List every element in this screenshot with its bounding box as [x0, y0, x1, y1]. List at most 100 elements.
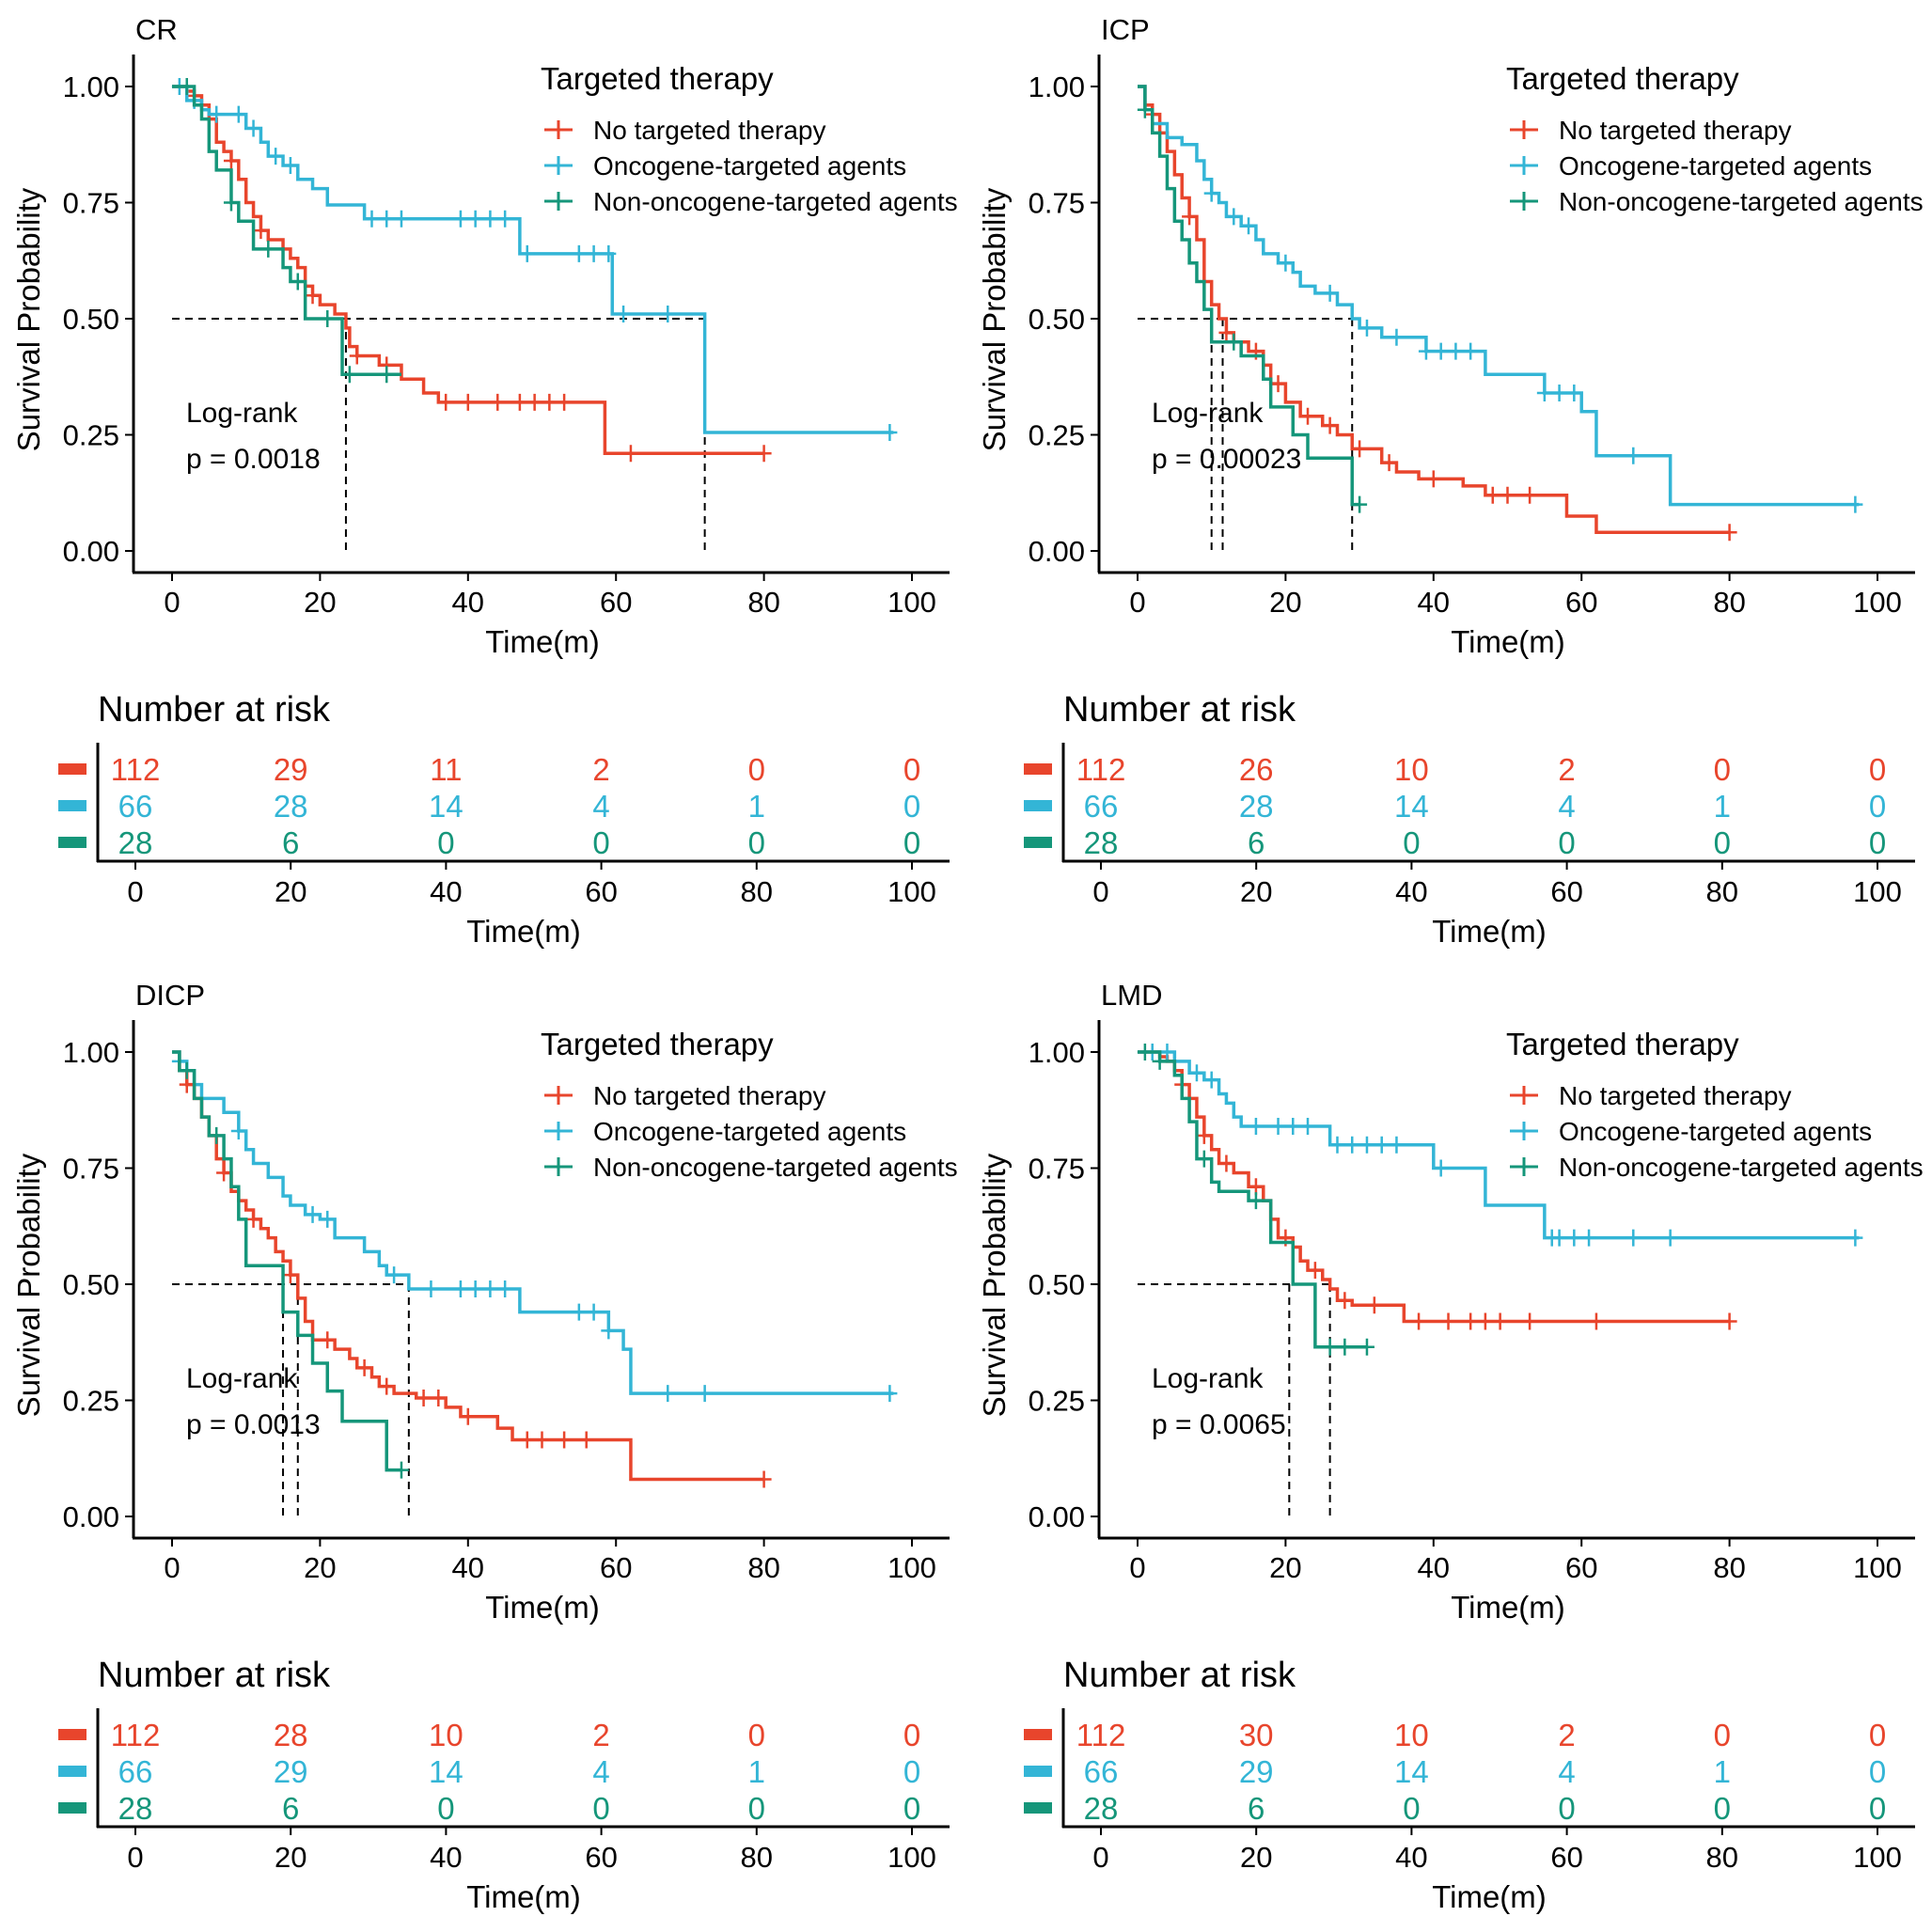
y-tick-label: 0.00 — [1029, 1500, 1085, 1533]
survival-curve-1 — [1138, 85, 1860, 507]
censor-mark — [586, 1303, 602, 1321]
x-tick-label: 100 — [887, 1551, 936, 1584]
y-tick-label: 0.50 — [63, 1268, 119, 1301]
censor-mark — [1137, 101, 1153, 118]
censor-mark — [460, 1407, 476, 1425]
censor-mark — [1307, 1262, 1323, 1280]
risk-count: 2 — [1558, 1718, 1575, 1752]
x-tick-label: 40 — [1418, 586, 1450, 619]
y-axis-label: Survival Probability — [977, 1153, 1012, 1417]
risk-row-swatch — [1024, 837, 1052, 848]
legend-swatch — [544, 1157, 573, 1176]
censor-mark — [467, 210, 483, 228]
censor-mark — [431, 1390, 447, 1407]
risk-count: 2 — [592, 752, 609, 787]
censor-mark — [230, 105, 246, 123]
risk-count: 28 — [274, 789, 308, 824]
risk-count: 0 — [1869, 1754, 1886, 1789]
censor-mark — [482, 1280, 498, 1297]
risk-count: 6 — [282, 1791, 299, 1826]
risk-count: 66 — [1084, 1754, 1119, 1789]
risk-x-tick-label: 100 — [1853, 1841, 1902, 1874]
censor-mark — [1448, 342, 1464, 360]
risk-x-tick-label: 80 — [741, 875, 773, 908]
survival-curve-0 — [172, 85, 764, 456]
risk-row-swatch — [58, 800, 86, 811]
x-axis-label: Time(m) — [485, 1590, 600, 1625]
censor-mark — [1389, 1136, 1405, 1154]
y-tick-label: 1.00 — [1029, 1036, 1085, 1069]
legend-label: Oncogene-targeted agents — [1559, 151, 1872, 181]
risk-x-tick-label: 60 — [1550, 1841, 1582, 1874]
survival-curve-2 — [172, 1050, 401, 1472]
risk-x-tick-label: 0 — [127, 1841, 143, 1874]
censor-mark — [882, 1385, 898, 1403]
risk-count: 0 — [1714, 825, 1731, 860]
censor-mark — [571, 244, 587, 262]
censor-mark — [1721, 524, 1737, 542]
legend-title: Targeted therapy — [541, 1027, 774, 1061]
censor-mark — [320, 310, 336, 327]
risk-x-tick-label: 100 — [887, 875, 936, 908]
censor-mark — [305, 1205, 321, 1223]
censor-mark — [1352, 495, 1368, 513]
y-tick-label: 0.00 — [63, 1500, 119, 1533]
censor-mark — [1477, 1312, 1493, 1330]
censor-mark — [1188, 1064, 1204, 1082]
risk-count: 66 — [118, 1754, 153, 1789]
censor-mark — [1662, 1229, 1678, 1247]
panel-cr: CR0.000.250.500.751.000 20 40 60 80 100Time(m… — [11, 13, 958, 949]
censor-mark — [1322, 416, 1338, 434]
censor-mark — [1278, 254, 1294, 272]
risk-count: 10 — [1394, 1718, 1429, 1752]
risk-x-axis-label: Time(m) — [466, 1879, 581, 1914]
risk-count: 112 — [111, 1718, 161, 1752]
censor-mark — [601, 244, 617, 262]
risk-count: 29 — [1239, 1754, 1274, 1789]
censor-mark — [1241, 217, 1257, 235]
risk-row-swatch — [1024, 763, 1052, 775]
censor-mark — [660, 1385, 676, 1403]
censor-mark — [756, 445, 772, 463]
censor-mark — [1381, 454, 1397, 472]
risk-count: 0 — [903, 789, 920, 824]
censor-mark — [1203, 1071, 1219, 1089]
censor-mark — [245, 1210, 261, 1228]
censor-mark — [1847, 495, 1863, 513]
legend-swatch — [1510, 1122, 1538, 1140]
y-tick-label: 0.25 — [1029, 419, 1085, 452]
risk-count: 28 — [274, 1718, 308, 1752]
legend-swatch — [544, 192, 573, 211]
censor-mark — [386, 1266, 402, 1284]
risk-count: 0 — [1869, 825, 1886, 860]
risk-row-swatch — [58, 763, 86, 775]
censor-mark — [622, 445, 638, 463]
risk-count: 0 — [437, 825, 454, 860]
censor-mark — [1300, 407, 1316, 425]
risk-row-swatch — [1024, 1802, 1052, 1814]
censor-mark — [1522, 486, 1538, 504]
x-tick-label: 80 — [1713, 1551, 1745, 1584]
risk-count: 14 — [429, 789, 463, 824]
y-tick-label: 1.00 — [1029, 71, 1085, 103]
censor-mark — [1626, 447, 1641, 464]
risk-count: 1 — [1714, 789, 1731, 824]
censor-mark — [1588, 1312, 1604, 1330]
censor-mark — [379, 210, 395, 228]
censor-mark — [534, 1431, 550, 1449]
y-tick-label: 0.00 — [1029, 535, 1085, 568]
censor-mark — [497, 210, 513, 228]
risk-x-tick-label: 80 — [1706, 1841, 1738, 1874]
risk-count: 0 — [1558, 1791, 1575, 1826]
legend-label: No targeted therapy — [1559, 1081, 1792, 1110]
censor-mark — [1226, 208, 1242, 226]
risk-x-tick-label: 40 — [430, 875, 462, 908]
risk-x-tick-label: 40 — [1395, 1841, 1427, 1874]
legend-swatch — [1510, 156, 1538, 175]
legend-swatch — [1510, 1157, 1538, 1176]
censor-mark — [578, 1431, 594, 1449]
p-value: p = 0.00023 — [1152, 444, 1301, 475]
risk-count: 0 — [903, 1791, 920, 1826]
survival-curve-2 — [172, 85, 401, 377]
risk-row-swatch — [58, 1766, 86, 1777]
